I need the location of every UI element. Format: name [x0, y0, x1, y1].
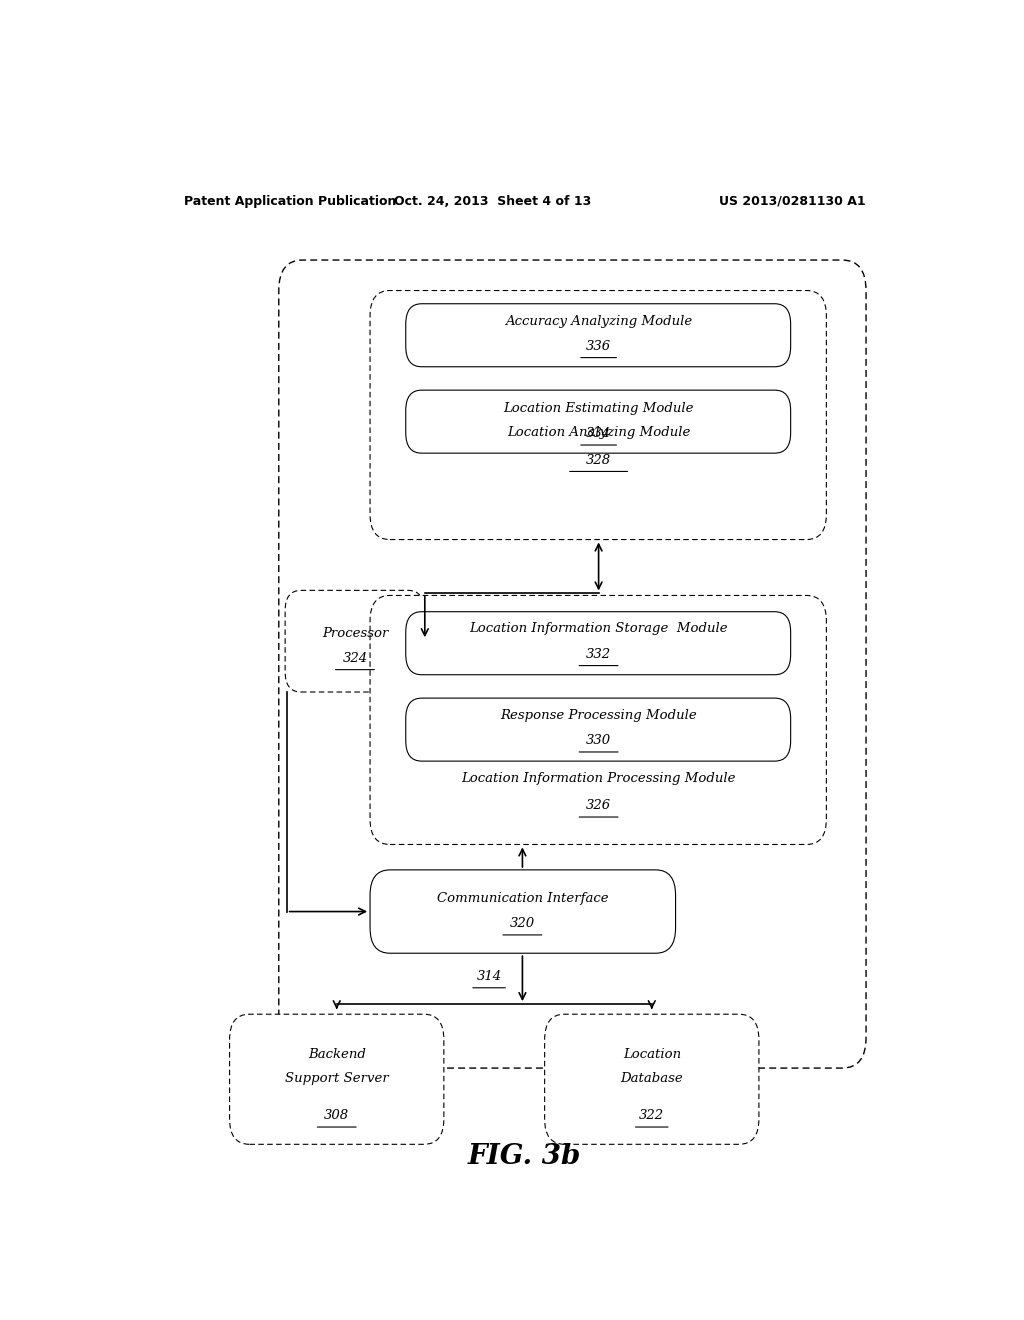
Text: Accuracy Analyzing Module: Accuracy Analyzing Module: [505, 314, 692, 327]
FancyBboxPatch shape: [370, 290, 826, 540]
FancyBboxPatch shape: [545, 1014, 759, 1144]
FancyBboxPatch shape: [279, 260, 866, 1068]
Text: 326: 326: [586, 800, 611, 812]
Text: Location Estimating Module: Location Estimating Module: [504, 401, 694, 414]
FancyBboxPatch shape: [370, 595, 826, 845]
Text: 314: 314: [476, 970, 502, 983]
Text: US 2013/0281130 A1: US 2013/0281130 A1: [720, 194, 866, 207]
Text: 320: 320: [510, 917, 535, 931]
Text: Support Server: Support Server: [285, 1072, 388, 1085]
Text: Processor: Processor: [322, 627, 388, 640]
Text: Response Processing Module: Response Processing Module: [501, 709, 697, 722]
FancyBboxPatch shape: [229, 1014, 443, 1144]
Text: 330: 330: [586, 734, 611, 747]
FancyBboxPatch shape: [406, 304, 791, 367]
Text: Location Information Processing Module: Location Information Processing Module: [462, 772, 736, 785]
FancyBboxPatch shape: [406, 611, 791, 675]
Text: 308: 308: [325, 1109, 349, 1122]
FancyBboxPatch shape: [406, 698, 791, 762]
Text: 322: 322: [639, 1109, 665, 1122]
FancyBboxPatch shape: [370, 870, 676, 953]
Text: 324: 324: [342, 652, 368, 665]
Text: Backend: Backend: [308, 1048, 366, 1061]
Text: Patent Application Publication: Patent Application Publication: [183, 194, 396, 207]
Text: Communication Interface: Communication Interface: [436, 892, 608, 904]
Text: 328: 328: [586, 454, 611, 467]
Text: Oct. 24, 2013  Sheet 4 of 13: Oct. 24, 2013 Sheet 4 of 13: [394, 194, 592, 207]
FancyBboxPatch shape: [285, 590, 424, 692]
Text: Location Analyzing Module: Location Analyzing Module: [507, 426, 690, 440]
FancyBboxPatch shape: [406, 391, 791, 453]
Text: Location: Location: [623, 1048, 681, 1061]
Text: Location Information Storage  Module: Location Information Storage Module: [469, 623, 728, 635]
Text: FIG. 3b: FIG. 3b: [468, 1143, 582, 1170]
Text: Database: Database: [621, 1072, 683, 1085]
Text: 334: 334: [586, 428, 611, 441]
Text: 332: 332: [586, 648, 611, 661]
Text: 336: 336: [586, 341, 611, 352]
